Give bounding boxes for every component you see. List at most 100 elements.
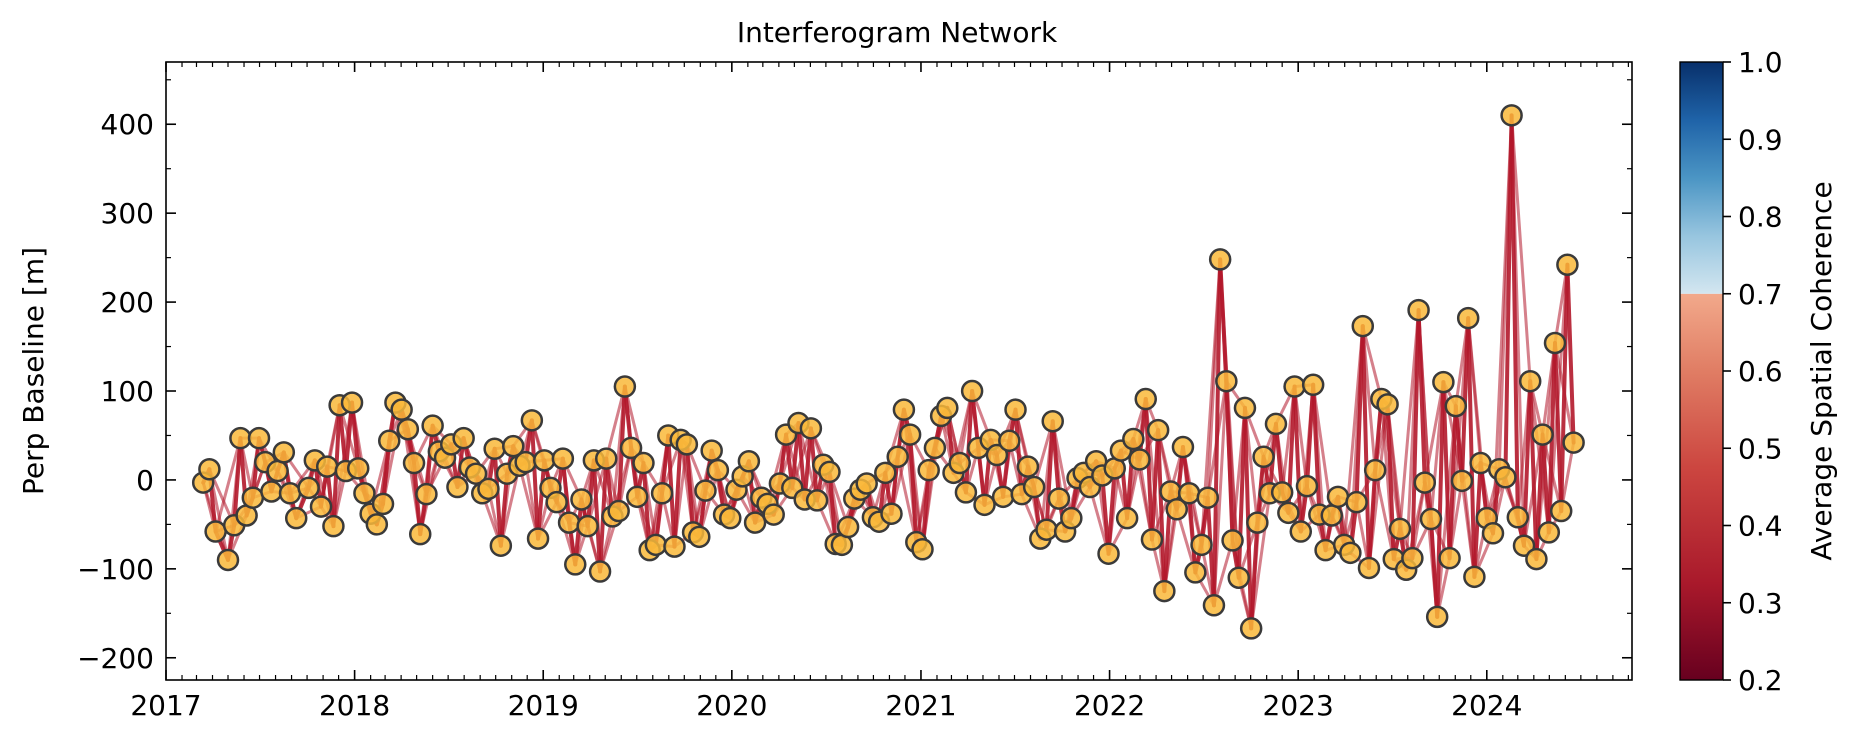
acquisition-point	[346, 457, 370, 480]
acquisition-point	[719, 506, 742, 530]
acquisition-point	[973, 493, 996, 517]
colorbar-tick-label: 0.9	[1738, 123, 1783, 156]
interferogram-edge	[1088, 485, 1111, 556]
chart-title: Interferogram Network	[737, 16, 1058, 49]
acquisition-point	[1314, 538, 1337, 562]
acquisition-point	[1425, 605, 1449, 629]
y-tick-label: −200	[77, 642, 154, 675]
acquisition-point	[390, 398, 413, 421]
acquisition-point	[198, 458, 221, 481]
interferogram-edge	[1441, 380, 1452, 561]
x-tick-label: 2023	[1263, 689, 1334, 722]
y-tick-label: −100	[77, 553, 154, 586]
acquisition-point	[514, 450, 537, 474]
acquisition-point	[626, 485, 649, 509]
acquisition-point	[1246, 511, 1269, 534]
acquisition-point	[1252, 445, 1275, 469]
y-tick-label: 300	[101, 197, 154, 230]
acquisition-point	[408, 522, 432, 546]
acquisition-point	[377, 429, 401, 453]
acquisition-point	[595, 447, 618, 470]
acquisition-point	[340, 391, 364, 414]
acquisition-point	[421, 414, 444, 437]
acquisition-point	[557, 511, 581, 534]
y-tick-label: 100	[101, 375, 154, 408]
interferogram-edge	[1466, 316, 1477, 579]
acquisition-point	[1376, 393, 1399, 416]
acquisition-point	[998, 429, 1021, 453]
acquisition-point	[1419, 507, 1443, 531]
interferogram-edge	[697, 468, 720, 539]
acquisition-point	[1556, 253, 1579, 276]
interferogram-edge	[536, 458, 547, 541]
acquisition-point	[936, 396, 959, 420]
acquisition-point	[1227, 566, 1251, 589]
acquisition-point	[1549, 499, 1573, 523]
acquisition-point	[1171, 435, 1195, 459]
acquisition-point	[1122, 427, 1145, 451]
interferogram-edge	[1528, 379, 1539, 562]
colorbar-tick-label: 0.5	[1738, 432, 1783, 465]
colorbar-tick-label: 0.7	[1738, 278, 1783, 311]
x-tick-label: 2018	[319, 689, 390, 722]
acquisition-point	[1202, 594, 1226, 617]
acquisition-point	[663, 535, 686, 558]
acquisition-point	[650, 482, 674, 505]
acquisition-nodes	[191, 104, 1585, 640]
acquisition-point	[607, 499, 630, 523]
plot-frame	[165, 61, 1633, 681]
interferogram-edge	[1292, 384, 1303, 534]
acquisition-point	[1196, 486, 1220, 509]
acquisition-point	[688, 525, 711, 549]
acquisition-point	[762, 503, 785, 526]
acquisition-point	[836, 515, 860, 539]
acquisition-point	[1413, 471, 1437, 494]
acquisition-point	[991, 485, 1015, 509]
interferogram-edge	[529, 418, 541, 541]
colorbar-tick-label: 0.3	[1738, 587, 1783, 620]
acquisition-point	[576, 514, 599, 538]
interferogram-edge	[214, 436, 242, 534]
acquisition-point	[241, 486, 265, 509]
acquisition-point	[911, 538, 934, 561]
acquisition-point	[1289, 520, 1313, 543]
acquisition-point	[743, 511, 767, 534]
interferogram-edge	[1243, 406, 1259, 525]
interferogram-edge	[802, 426, 813, 502]
acquisition-point	[886, 445, 909, 469]
interferogram-edge	[896, 455, 918, 544]
y-tick-label: 200	[101, 286, 154, 319]
acquisition-point	[892, 398, 916, 421]
acquisition-point	[880, 502, 903, 525]
acquisition-point	[1233, 396, 1257, 420]
interferogram-edge	[1435, 380, 1446, 619]
interferogram-edge	[1044, 419, 1055, 532]
acquisition-point	[1035, 518, 1058, 541]
acquisition-point	[1506, 506, 1530, 529]
interferogram-edge	[1212, 538, 1235, 607]
acquisition-point	[1444, 394, 1468, 418]
acquisition-point	[706, 458, 730, 482]
acquisition-point	[1016, 455, 1040, 478]
acquisition-point	[1401, 546, 1424, 570]
colorbar-low-band	[1680, 293, 1723, 680]
interferogram-edge	[796, 421, 807, 502]
acquisition-point	[1494, 466, 1517, 489]
acquisition-point	[898, 423, 922, 446]
interferogram-edge	[1212, 379, 1228, 607]
acquisition-point	[353, 482, 376, 505]
acquisition-point	[1450, 469, 1474, 493]
interferogram-edge	[1013, 407, 1024, 497]
acquisition-point	[632, 451, 655, 475]
acquisition-point	[1543, 331, 1567, 355]
x-tick-label: 2024	[1451, 689, 1522, 722]
acquisition-point	[551, 447, 575, 470]
acquisition-point	[874, 461, 897, 485]
acquisition-point	[1208, 248, 1232, 271]
acquisition-point	[1456, 306, 1480, 330]
acquisition-point	[737, 450, 761, 473]
acquisition-point	[272, 441, 296, 464]
interferogram-edge	[1187, 491, 1198, 575]
acquisition-point	[613, 375, 637, 398]
acquisition-point	[588, 560, 612, 583]
